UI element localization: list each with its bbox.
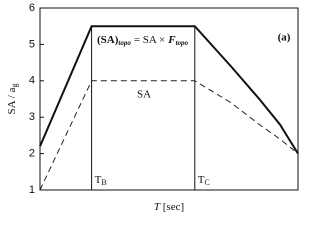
y-tick-label: 1 [29, 184, 35, 196]
panel-label: (a) [278, 32, 291, 44]
x-axis-label-var: T [154, 201, 161, 213]
label-main: (SA) [97, 34, 119, 46]
series-line [39, 80, 299, 191]
label-sub: topo [118, 39, 131, 47]
y-axis-label-sub: g [10, 84, 19, 88]
y-tick-label: 5 [29, 38, 35, 50]
marker-label-main: T [95, 174, 102, 186]
plot-frame [39, 7, 299, 191]
y-tick-label: 4 [29, 75, 35, 87]
marker-label-sub: C [205, 178, 210, 187]
label-factor: F [167, 34, 176, 46]
marker-label: TB [95, 174, 107, 187]
series-label: (SA)topo = SA × Ftopo [97, 34, 189, 47]
series-label: SA [137, 88, 151, 100]
y-axis-label-main: SA / a [6, 87, 18, 114]
y-tick-label: 3 [29, 111, 35, 123]
y-axis-label: SA / ag [6, 84, 19, 115]
x-axis-label-unit: [sec] [163, 201, 184, 213]
x-axis-label: T [sec] [154, 201, 184, 213]
marker-label-sub: B [101, 178, 106, 187]
y-tick-label: 6 [29, 2, 35, 14]
marker-label: TC [198, 174, 210, 187]
label-eq: = SA × [134, 34, 165, 46]
marker-label-main: T [198, 174, 205, 186]
series-line [39, 25, 299, 155]
y-tick-label: 2 [29, 148, 35, 160]
label-factor-sub: topo [176, 39, 189, 47]
